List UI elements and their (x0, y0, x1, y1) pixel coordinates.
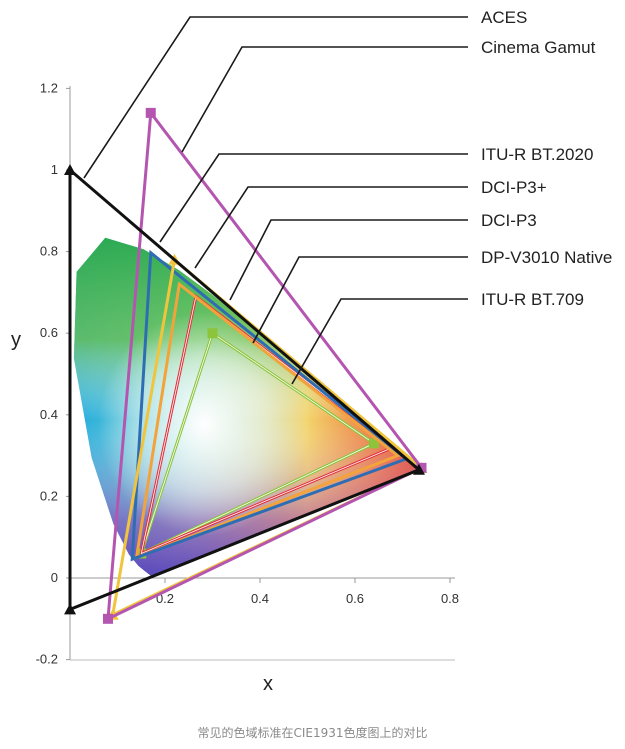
gamut-triangle-5 (134, 281, 401, 560)
x-axis-label: x (263, 673, 273, 695)
primary-marker (103, 613, 113, 624)
y-axis-label: y (11, 329, 21, 351)
leader-line (252, 256, 468, 344)
y-ticks: -0.2 0 0.2 0.4 0.6 0.8 1 1.2 (36, 80, 70, 667)
legend-label: DCI-P3+ (481, 178, 547, 197)
primary-marker (412, 463, 425, 475)
y-tick-label: 1 (51, 162, 58, 177)
x-tick-label: 0.8 (441, 591, 459, 606)
legend-label: ITU-R BT.709 (481, 290, 584, 309)
x-ticks: 0.2 0.4 0.6 0.8 (156, 578, 459, 606)
y-tick-label: 0.6 (40, 325, 58, 340)
y-tick-label: 0.2 (40, 488, 58, 503)
axes: -0.2 0 0.2 0.4 0.6 0.8 1 1.2 0.2 0.4 0.6 0.8 x y (11, 80, 459, 695)
leader-line (229, 219, 468, 301)
y-tick-label: 0.8 (40, 244, 58, 259)
gamut-triangle-0 (68, 166, 422, 612)
legend-label: Cinema Gamut (481, 38, 596, 57)
legend: ACES Cinema Gamut ITU-R BT.2020 DCI-P3+ DCI-… (481, 8, 612, 309)
legend-label: ITU-R BT.2020 (481, 145, 593, 164)
leader-line (194, 186, 468, 269)
primary-marker (64, 603, 77, 615)
legend-label: DCI-P3 (481, 211, 537, 230)
primary-marker (369, 438, 379, 449)
primary-marker (145, 107, 156, 118)
legend-label: DP-V3010 Native (481, 248, 612, 267)
primary-marker (416, 462, 427, 473)
gamut-triangle-2 (130, 249, 410, 562)
leader-line (181, 46, 468, 153)
leader-line (291, 298, 468, 385)
leader-lines (83, 16, 468, 385)
figure-caption: 常见的色域标准在CIE1931色度图上的对比 (197, 726, 428, 740)
y-tick-label: 0.4 (40, 407, 58, 422)
x-tick-label: 0.6 (346, 591, 364, 606)
gamut-series (64, 107, 428, 624)
leader-line (83, 16, 468, 179)
x-tick-label: 0.4 (251, 591, 269, 606)
primary-marker (207, 328, 218, 339)
primary-marker (64, 164, 76, 175)
gamut-triangle-1 (106, 108, 424, 622)
gamut-triangle-inner-6 (140, 332, 375, 555)
leader-line (159, 153, 468, 243)
y-tick-label: -0.2 (36, 652, 58, 667)
gamut-triangle-inner-4 (140, 295, 394, 555)
y-tick-label: 1.2 (40, 80, 58, 95)
legend-label: ACES (481, 8, 527, 27)
y-tick-label: 0 (51, 570, 58, 585)
